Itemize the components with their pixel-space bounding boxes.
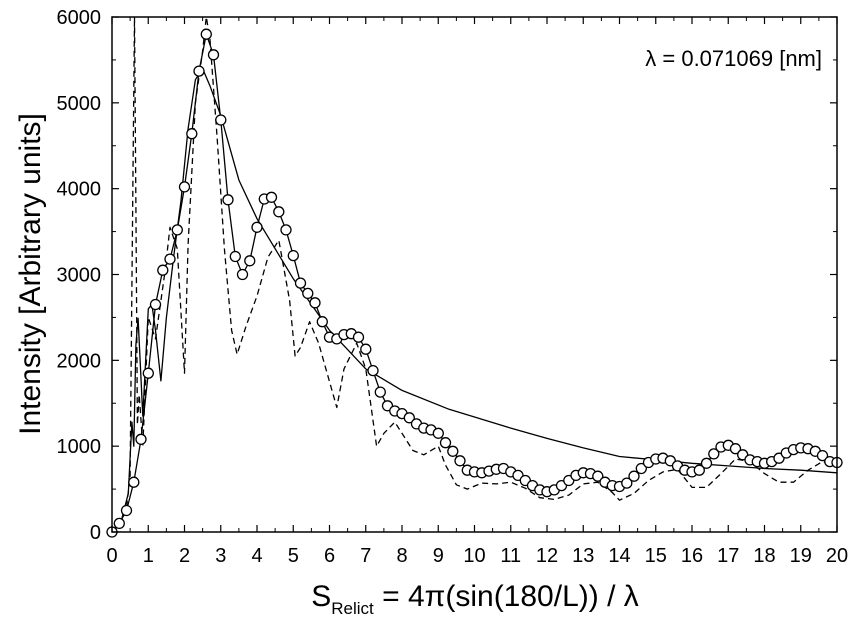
circle-point — [454, 455, 466, 467]
x-tick-label: 12 — [536, 545, 558, 567]
circle-point — [207, 49, 220, 61]
circle-point — [367, 364, 379, 377]
circle-point — [273, 206, 285, 218]
x-tick-label: 7 — [360, 545, 371, 567]
x-tick-label: 8 — [396, 545, 407, 567]
dashed-series-line — [112, 17, 837, 532]
x-axis-title-main: S — [311, 580, 331, 613]
x-tick-label: 18 — [753, 545, 775, 567]
circle-point — [439, 437, 452, 449]
circle-point — [360, 343, 372, 355]
y-tick-label: 6000 — [57, 7, 102, 29]
axis-ticks — [111, 16, 838, 533]
circle-point — [693, 464, 705, 476]
solid-series-line — [112, 67, 837, 532]
circle-point — [621, 477, 633, 489]
circle-point — [244, 255, 256, 267]
circle-point — [280, 224, 292, 236]
circle-point — [628, 470, 640, 482]
circle-point — [149, 298, 162, 311]
x-axis-title: SRelict = 4π(sin(180/L)) / λ — [311, 580, 639, 618]
x-tick-label: 14 — [608, 545, 630, 567]
circle-point — [186, 128, 198, 140]
x-tick-label: 4 — [251, 545, 262, 567]
circle-point — [135, 433, 147, 445]
x-tick-label: 15 — [645, 545, 667, 567]
circle-point — [302, 287, 314, 300]
x-tick-label: 13 — [572, 545, 594, 567]
circle-series-line — [112, 33, 837, 532]
x-tick-label: 2 — [179, 545, 190, 567]
x-tick-label: 6 — [324, 545, 335, 567]
circle-point — [374, 386, 386, 398]
series-lines — [112, 17, 837, 532]
plot-frame — [111, 16, 838, 533]
circle-point — [251, 221, 263, 233]
x-tick-label: 16 — [681, 545, 703, 567]
circle-point — [729, 443, 742, 455]
circle-point — [294, 277, 307, 289]
circle-point — [635, 462, 647, 475]
circle-point — [316, 316, 328, 328]
circle-point — [309, 297, 321, 309]
x-axis-title-subscript: Relict — [331, 599, 374, 618]
circle-point — [592, 470, 604, 482]
x-tick-label: 10 — [463, 545, 485, 567]
x-tick-label: 3 — [215, 545, 226, 567]
y-tick-label: 3000 — [57, 265, 102, 287]
y-axis-title: Intensity [Arbitrary units] — [14, 113, 47, 435]
circle-point — [215, 114, 227, 126]
circle-point — [816, 449, 829, 462]
x-axis-title-rest: = 4π(sin(180/L)) / λ — [374, 580, 639, 613]
y-tick-label: 4000 — [57, 179, 102, 201]
circle-point — [287, 249, 299, 262]
circle-point — [708, 448, 720, 460]
wavelength-annotation: λ = 0.071069 [nm] — [645, 46, 822, 71]
x-tick-labels: 0 1 2 3 4 5 6 7 8 9 10 11 12 13 14 15 16 17 18 19 20 — [106, 545, 848, 567]
circle-point — [700, 457, 713, 469]
circle-point — [120, 504, 133, 517]
circle-point — [265, 191, 278, 203]
x-tick-label: 0 — [106, 545, 117, 567]
x-tick-label: 19 — [790, 545, 812, 567]
circle-point — [447, 445, 459, 457]
x-tick-label: 20 — [826, 545, 848, 567]
circle-point — [113, 517, 125, 530]
circle-point — [157, 264, 169, 276]
y-tick-label: 0 — [90, 522, 101, 544]
y-tick-label: 1000 — [57, 436, 102, 458]
x-tick-label: 9 — [433, 545, 444, 567]
circle-point — [164, 253, 176, 265]
circle-point — [142, 367, 154, 379]
circle-point — [171, 224, 183, 236]
x-tick-label: 11 — [500, 545, 521, 567]
x-tick-label: 17 — [717, 545, 739, 567]
circle-point — [128, 476, 140, 488]
circle-point — [229, 250, 241, 263]
circle-point — [352, 331, 365, 343]
x-tick-label: 5 — [288, 545, 299, 567]
circle-point — [236, 268, 249, 281]
circle-point — [432, 427, 444, 439]
circle-markers — [106, 28, 843, 538]
circle-point — [178, 181, 191, 193]
y-tick-labels: 0 1000 2000 3000 4000 5000 6000 — [57, 7, 102, 544]
y-tick-label: 2000 — [57, 350, 102, 372]
y-tick-label: 5000 — [57, 93, 102, 115]
circle-point — [193, 65, 205, 77]
circle-point — [200, 28, 212, 40]
circle-point — [403, 412, 415, 424]
circle-point — [222, 194, 234, 206]
x-tick-label: 1 — [143, 545, 154, 567]
